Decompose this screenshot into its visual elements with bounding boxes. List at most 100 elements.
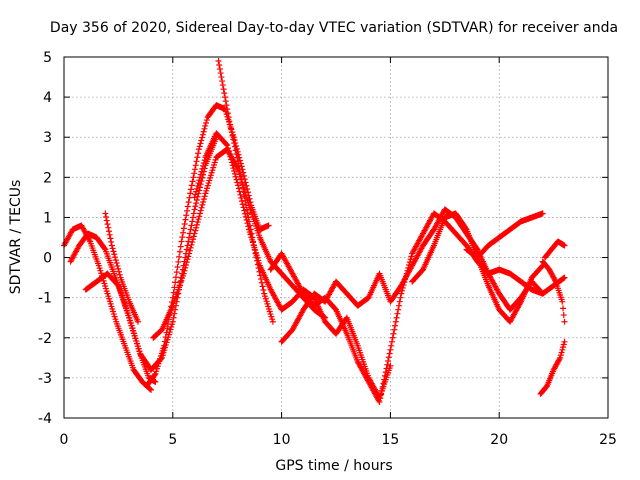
data-point [183,262,190,269]
data-point [188,241,195,248]
data-point [234,154,241,161]
chart-title: Day 356 of 2020, Sidereal Day-to-day VTE… [50,20,618,36]
data-point [385,354,392,361]
data-point [202,122,209,129]
data-point [231,168,238,175]
data-point [393,314,400,321]
data-point [235,162,242,169]
data-point [189,218,196,225]
data-point [201,125,208,132]
data-point [200,162,207,169]
data-point [238,163,245,170]
data-point [184,203,191,210]
plot-frame [63,56,609,419]
data-point [223,102,230,109]
data-point [259,283,266,290]
data-point [560,344,567,351]
data-point [194,154,201,161]
y-tick-label: -2 [38,331,52,347]
data-point [203,120,210,127]
data-point [200,198,207,205]
data-point [195,150,202,157]
data-point [386,350,393,357]
data-point [106,231,113,238]
y-tick-label: 2 [43,170,52,186]
data-point [192,203,199,210]
data-point [187,186,194,193]
data-point [250,242,257,249]
data-point [200,160,207,167]
data-point [191,166,198,173]
data-point [112,257,119,264]
data-point [260,287,267,294]
data-point [253,254,260,261]
data-point [190,214,197,221]
data-point [228,129,235,136]
data-point [193,188,200,195]
x-tick-label: 20 [490,432,508,448]
data-point [560,312,567,319]
data-point [173,269,180,276]
data-point [111,251,118,258]
data-point [246,222,253,229]
data-point [252,250,259,257]
data-point [201,157,208,164]
data-point [229,132,236,139]
data-point [377,395,384,402]
data-point [195,216,202,223]
data-point [232,173,239,180]
data-point [188,222,195,229]
data-point [557,354,564,361]
data-point [183,259,190,266]
data-point [194,182,201,189]
data-point [184,207,191,214]
data-point [199,134,206,141]
data-point [383,365,390,372]
y-tick-label: 0 [43,251,52,267]
x-axis-label: GPS time / hours [275,458,392,474]
data-point [217,70,224,77]
data-point [223,141,230,148]
data-point [228,156,235,163]
data-point [395,306,402,313]
data-point [113,260,120,267]
data-point [240,188,247,195]
data-point [180,270,187,277]
data-point [188,182,195,189]
data-point [561,318,568,325]
y-tick-label: 1 [43,210,52,226]
data-point [161,342,168,349]
data-point [178,238,185,245]
data-point [199,165,206,172]
data-point [231,140,238,147]
data-point [219,78,226,85]
data-point [191,170,198,177]
data-point [192,162,199,169]
data-point [235,158,242,165]
data-point [265,222,272,229]
data-point [108,242,115,249]
data-point [219,82,226,89]
data-point [238,175,245,182]
data-point [182,264,189,271]
data-point [230,136,237,143]
data-point [227,121,234,128]
data-point [186,247,193,254]
data-point [379,384,386,391]
data-point [180,229,187,236]
data-point [382,369,389,376]
data-point [387,362,394,369]
data-point [197,210,203,217]
data-point [241,172,248,179]
data-point [552,277,559,284]
data-point [395,302,402,309]
data-point [103,217,110,224]
data-point [231,170,238,177]
data-point [376,398,383,405]
data-point [114,262,121,269]
data-point [112,254,119,261]
data-point [245,214,252,221]
data-point [247,226,254,233]
data-point [134,318,141,325]
data-point [115,268,122,275]
